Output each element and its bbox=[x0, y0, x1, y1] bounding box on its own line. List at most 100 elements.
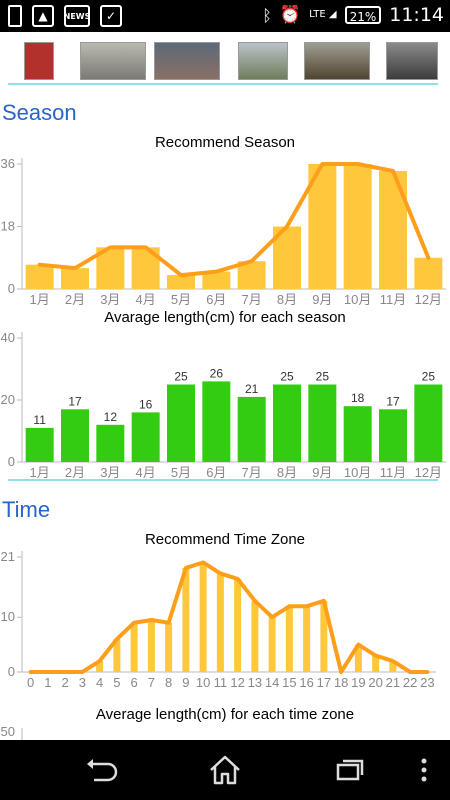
chart-bar bbox=[234, 578, 242, 672]
chart-bar bbox=[251, 600, 259, 672]
x-tick-label: 6月 bbox=[206, 465, 226, 478]
y-tick-label: 21 bbox=[1, 549, 15, 564]
chart-title-avg-length-season: Avarage length(cm) for each season bbox=[104, 309, 346, 326]
section-title-time: Time bbox=[2, 497, 51, 522]
x-tick-label: 2月 bbox=[65, 292, 85, 307]
home-icon[interactable] bbox=[200, 752, 250, 788]
x-tick-label: 22 bbox=[403, 675, 417, 690]
fish-thumb-4[interactable] bbox=[238, 42, 288, 80]
x-tick-label: 1 bbox=[44, 675, 51, 690]
chart-bar bbox=[354, 644, 362, 672]
notification-icons: ▲ NEWS ✓ bbox=[8, 5, 122, 27]
fish-thumb-6[interactable] bbox=[386, 42, 438, 80]
x-tick-label: 3月 bbox=[100, 465, 120, 478]
alarm-icon: ⏰ bbox=[279, 5, 302, 25]
chart-bar bbox=[96, 661, 104, 672]
x-tick-label: 3月 bbox=[100, 292, 120, 307]
data-label: 12 bbox=[104, 410, 118, 424]
data-label: 18 bbox=[351, 391, 365, 405]
chart-bar bbox=[308, 164, 337, 289]
x-tick-label: 1月 bbox=[30, 292, 50, 307]
battery-level: 21% bbox=[349, 10, 377, 24]
data-label: 11 bbox=[33, 413, 46, 427]
x-tick-label: 18 bbox=[334, 675, 348, 690]
fish-thumb-5[interactable] bbox=[304, 42, 370, 80]
y-tick-label: 0 bbox=[8, 454, 15, 469]
x-tick-label: 17 bbox=[317, 675, 331, 690]
chart-bar bbox=[285, 606, 293, 672]
x-tick-label: 15 bbox=[282, 675, 296, 690]
x-tick-label: 19 bbox=[351, 675, 365, 690]
x-tick-label: 12月 bbox=[415, 292, 442, 307]
overflow-menu-icon[interactable] bbox=[402, 752, 446, 788]
x-tick-label: 13 bbox=[248, 675, 262, 690]
chart-bar bbox=[61, 409, 89, 462]
chart-bar bbox=[268, 617, 276, 672]
section-title-season: Season bbox=[2, 100, 77, 125]
y-tick-label: 36 bbox=[1, 156, 15, 171]
chart-bar bbox=[199, 562, 207, 672]
avg-length-time-chart: 50 bbox=[1, 724, 23, 740]
battery-icon: 21% bbox=[344, 6, 382, 24]
recommend-season-chart: 0 18 36 1月 2月 3月 4月 5月 6月 7月 8月 9月 10月 11月 12月 bbox=[1, 156, 446, 307]
data-label: 25 bbox=[316, 370, 330, 384]
x-tick-label: 16 bbox=[299, 675, 313, 690]
x-tick-label: 0 bbox=[27, 675, 34, 690]
chart-bar bbox=[320, 600, 328, 672]
chart-bar bbox=[147, 619, 155, 672]
clock: 11:14 bbox=[389, 4, 444, 26]
status-bar: ▲ NEWS ✓ ᛒ ⏰ LTE ◢ 21% 11:14 bbox=[0, 0, 450, 32]
back-icon[interactable] bbox=[76, 752, 126, 788]
chart-title-avg-length-time: Average length(cm) for each time zone bbox=[95, 706, 355, 723]
x-tick-label: 8月 bbox=[277, 292, 297, 307]
recent-apps-icon[interactable] bbox=[325, 752, 375, 788]
x-tick-label: 7月 bbox=[242, 465, 262, 478]
news-icon: NEWS bbox=[64, 5, 90, 27]
chart-bar bbox=[389, 661, 397, 672]
chart-bar bbox=[414, 257, 443, 289]
chart-bar bbox=[25, 264, 54, 289]
x-tick-label: 10 bbox=[196, 675, 210, 690]
x-tick-label: 4月 bbox=[136, 292, 156, 307]
fish-thumb-3[interactable] bbox=[154, 42, 220, 80]
x-tick-label: 9月 bbox=[312, 292, 332, 307]
x-tick-label: 2月 bbox=[65, 465, 85, 478]
chart-bar bbox=[343, 164, 372, 289]
system-status: ᛒ ⏰ LTE ◢ 21% 11:14 bbox=[262, 4, 444, 26]
chart-bar bbox=[237, 396, 266, 462]
chart-bar bbox=[372, 655, 380, 672]
x-tick-label: 12月 bbox=[415, 465, 442, 478]
season-divider bbox=[8, 479, 438, 481]
chart-bar bbox=[165, 622, 173, 672]
phone-icon bbox=[8, 5, 22, 27]
data-label: 25 bbox=[174, 370, 188, 384]
trend-line bbox=[37, 162, 431, 278]
x-tick-label: 4月 bbox=[136, 465, 156, 478]
fish-thumb-2[interactable] bbox=[80, 42, 146, 80]
y-tick-label: 0 bbox=[8, 664, 15, 679]
x-tick-label: 8月 bbox=[277, 465, 297, 478]
x-tick-label: 20 bbox=[368, 675, 382, 690]
chart-bar bbox=[131, 412, 160, 462]
x-tick-label: 10月 bbox=[344, 292, 371, 307]
chart-bar bbox=[303, 606, 311, 672]
x-tick-label: 11月 bbox=[380, 292, 407, 307]
y-tick-label: 40 bbox=[1, 330, 15, 345]
x-tick-label: 3 bbox=[79, 675, 86, 690]
y-tick-label: 0 bbox=[8, 281, 15, 296]
chart-bar bbox=[379, 170, 407, 289]
data-label: 21 bbox=[245, 382, 259, 396]
chart-title-recommend-time: Recommend Time Zone bbox=[144, 531, 306, 548]
x-tick-label: 23 bbox=[420, 675, 434, 690]
fish-thumb-1[interactable] bbox=[24, 42, 54, 80]
network-label: LTE bbox=[309, 9, 326, 20]
avg-length-season-chart: 0 20 40 1月 11 2月 17 3月 12 4月 16 5月 25 6月 26 7月 21 8月 25 9月 2… bbox=[1, 330, 446, 478]
y-tick-label: 20 bbox=[1, 392, 15, 407]
chart-bar bbox=[167, 275, 195, 289]
x-tick-label: 11月 bbox=[380, 465, 407, 478]
data-label: 16 bbox=[139, 397, 153, 411]
chart-bar bbox=[130, 622, 138, 672]
chart-bar bbox=[343, 406, 372, 462]
x-tick-label: 5月 bbox=[171, 465, 191, 478]
y-tick-label: 10 bbox=[1, 609, 15, 624]
